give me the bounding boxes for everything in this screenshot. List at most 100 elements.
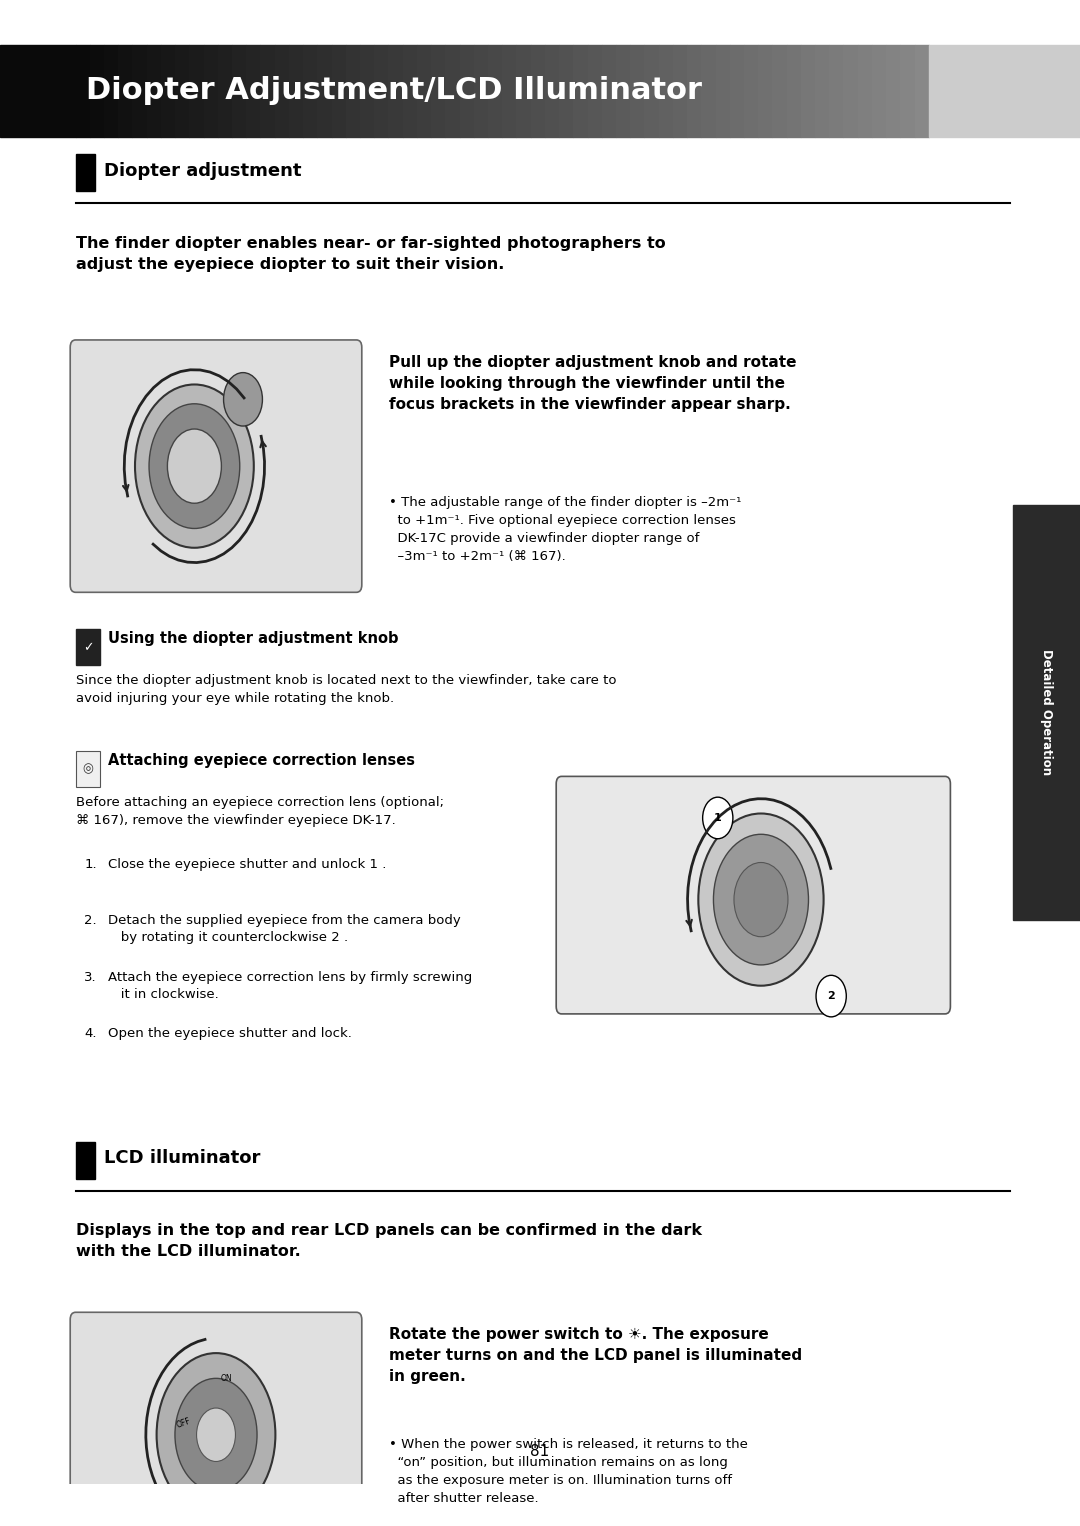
Text: 2.: 2. xyxy=(84,914,97,928)
Text: ◎: ◎ xyxy=(82,763,94,775)
Bar xyxy=(786,44,801,136)
Text: ON: ON xyxy=(221,1373,232,1383)
Bar xyxy=(631,44,645,136)
Circle shape xyxy=(816,975,847,1016)
Bar xyxy=(915,44,929,136)
Circle shape xyxy=(714,835,809,964)
Text: Rotate the power switch to ☀. The exposure
meter turns on and the LCD panel is i: Rotate the power switch to ☀. The exposu… xyxy=(389,1328,802,1384)
Text: OFF: OFF xyxy=(175,1416,192,1430)
Text: 1.: 1. xyxy=(84,858,97,871)
Bar xyxy=(545,44,559,136)
Bar xyxy=(76,1141,95,1178)
Circle shape xyxy=(197,1408,235,1462)
Text: Diopter Adjustment/LCD Illuminator: Diopter Adjustment/LCD Illuminator xyxy=(86,76,702,105)
Text: 2: 2 xyxy=(827,990,835,1001)
Text: Since the diopter adjustment knob is located next to the viewfinder, take care t: Since the diopter adjustment knob is loc… xyxy=(76,674,616,705)
Bar xyxy=(133,44,147,136)
Text: LCD illuminator: LCD illuminator xyxy=(104,1149,260,1167)
Bar xyxy=(289,44,303,136)
Bar xyxy=(218,44,232,136)
Bar xyxy=(260,44,274,136)
Text: Displays in the top and rear LCD panels can be confirmed in the dark
with the LC: Displays in the top and rear LCD panels … xyxy=(76,1224,702,1259)
Bar xyxy=(716,44,730,136)
Text: Close the eyepiece shutter and unlock 1 .: Close the eyepiece shutter and unlock 1 … xyxy=(108,858,387,871)
Bar xyxy=(901,44,915,136)
Text: Before attaching an eyepiece correction lens (optional;
⌘ 167), remove the viewf: Before attaching an eyepiece correction … xyxy=(76,795,444,827)
Bar xyxy=(801,44,815,136)
Text: ✓: ✓ xyxy=(83,641,93,653)
Circle shape xyxy=(157,1354,275,1517)
Text: Open the eyepiece shutter and lock.: Open the eyepiece shutter and lock. xyxy=(108,1027,352,1041)
Bar xyxy=(76,629,100,665)
Bar xyxy=(204,44,218,136)
Bar xyxy=(772,44,786,136)
Bar xyxy=(360,44,374,136)
Text: Attaching eyepiece correction lenses: Attaching eyepiece correction lenses xyxy=(108,752,415,768)
Bar xyxy=(232,44,246,136)
Bar xyxy=(0,44,76,136)
Circle shape xyxy=(149,404,240,528)
FancyBboxPatch shape xyxy=(70,1312,362,1526)
Bar xyxy=(559,44,573,136)
Bar xyxy=(872,44,887,136)
Bar xyxy=(403,44,417,136)
Text: Detailed Operation: Detailed Operation xyxy=(1040,650,1053,775)
Bar xyxy=(858,44,872,136)
Bar xyxy=(90,44,104,136)
Bar xyxy=(530,44,545,136)
Bar xyxy=(389,44,403,136)
Bar xyxy=(588,44,602,136)
Text: • When the power switch is released, it returns to the
  “on” position, but illu: • When the power switch is released, it … xyxy=(389,1439,747,1506)
Circle shape xyxy=(135,385,254,548)
Text: Using the diopter adjustment knob: Using the diopter adjustment knob xyxy=(108,630,399,645)
Bar xyxy=(431,44,445,136)
Bar xyxy=(76,751,100,787)
Bar xyxy=(645,44,659,136)
Circle shape xyxy=(167,429,221,504)
Text: 4.: 4. xyxy=(84,1027,97,1041)
FancyBboxPatch shape xyxy=(70,340,362,592)
Bar xyxy=(246,44,260,136)
Bar xyxy=(417,44,431,136)
Bar xyxy=(929,44,1080,136)
Bar xyxy=(616,44,631,136)
Bar xyxy=(147,44,161,136)
Bar xyxy=(687,44,701,136)
Bar xyxy=(76,154,95,191)
Bar xyxy=(829,44,843,136)
Bar xyxy=(502,44,516,136)
Bar xyxy=(573,44,588,136)
Bar xyxy=(886,44,901,136)
Bar xyxy=(119,44,133,136)
Text: • The adjustable range of the finder diopter is –2m⁻¹
  to +1m⁻¹. Five optional : • The adjustable range of the finder dio… xyxy=(389,496,741,563)
Bar xyxy=(815,44,829,136)
Circle shape xyxy=(703,797,733,839)
Bar xyxy=(602,44,616,136)
Text: 81: 81 xyxy=(530,1444,550,1459)
Text: Attach the eyepiece correction lens by firmly screwing
   it in clockwise.: Attach the eyepiece correction lens by f… xyxy=(108,971,472,1001)
Bar xyxy=(758,44,772,136)
Text: Detach the supplied eyepiece from the camera body
   by rotating it counterclock: Detach the supplied eyepiece from the ca… xyxy=(108,914,461,945)
Text: The finder diopter enables near- or far-sighted photographers to
adjust the eyep: The finder diopter enables near- or far-… xyxy=(76,237,665,272)
Bar xyxy=(744,44,758,136)
Circle shape xyxy=(175,1378,257,1491)
Bar xyxy=(445,44,460,136)
Bar xyxy=(274,44,289,136)
Bar xyxy=(474,44,488,136)
Bar xyxy=(701,44,715,136)
Bar xyxy=(659,44,673,136)
Bar xyxy=(332,44,346,136)
Bar xyxy=(488,44,502,136)
Bar xyxy=(673,44,687,136)
Bar xyxy=(318,44,332,136)
Bar xyxy=(843,44,858,136)
Bar xyxy=(161,44,175,136)
Bar xyxy=(346,44,360,136)
Bar xyxy=(189,44,204,136)
Bar xyxy=(175,44,189,136)
Text: Diopter adjustment: Diopter adjustment xyxy=(104,162,301,180)
Circle shape xyxy=(699,813,824,986)
Bar xyxy=(460,44,474,136)
Bar xyxy=(730,44,744,136)
Bar xyxy=(1013,505,1080,920)
